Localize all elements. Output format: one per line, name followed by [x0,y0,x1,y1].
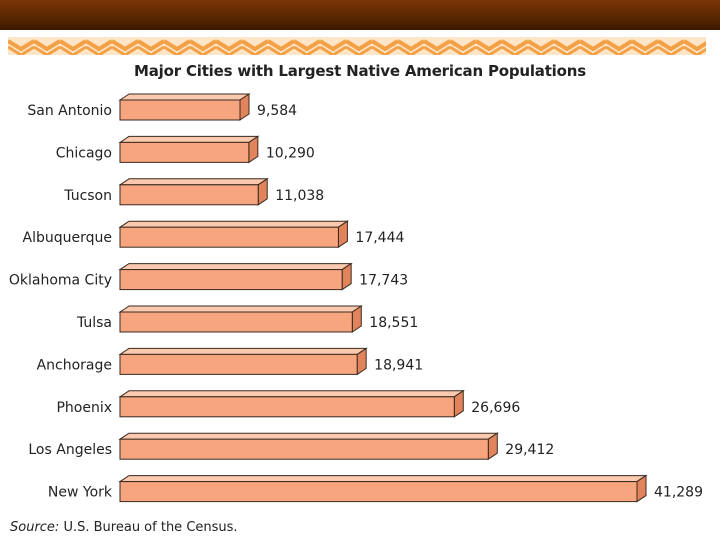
bar [119,141,250,163]
bar-group: Albuquerque 17,444 [23,220,405,249]
bar-group: New York 41,289 [48,474,703,503]
value-label: 29,412 [505,442,554,458]
bar-group: Phoenix 26,696 [56,389,520,418]
value-label: 17,444 [355,230,404,246]
bar-group: Oklahoma City 17,743 [9,262,408,291]
bar-group: San Antonio 9,584 [27,93,297,121]
source-text: U.S. Bureau of the Census. [63,520,238,535]
decorative-zigzag-strip [8,37,706,55]
category-label: Anchorage [37,357,112,373]
category-label: New York [48,485,113,501]
category-label: Chicago [56,145,112,161]
value-label: 11,038 [275,188,324,204]
value-label: 41,289 [654,485,703,501]
bar-top-face [118,390,465,398]
bar [119,396,455,418]
value-label: 17,743 [359,273,408,289]
bar [119,353,358,375]
bar-group: Tucson 11,038 [63,177,324,206]
bar [119,226,339,248]
bar-group: Los Angeles 29,412 [28,432,554,461]
bar-group: Anchorage 18,941 [37,347,423,376]
bar-top-face [118,475,648,483]
source-note: Source: U.S. Bureau of the Census. [10,520,238,535]
bar [119,438,489,460]
bar-top-face [118,347,368,355]
category-label: Tulsa [76,315,112,331]
bar-top-face [118,135,260,143]
bar-top-face [118,93,251,101]
category-label: Tucson [63,188,112,204]
value-label: 10,290 [266,145,315,161]
category-label: Albuquerque [23,230,112,246]
bar-top-face [118,220,350,228]
bar-top-face [118,178,269,186]
bar-top-face [118,263,353,271]
category-label: Phoenix [56,400,112,416]
source-label: Source: [10,520,60,535]
bar-top-face [118,305,363,313]
bar-group: Tulsa 18,551 [76,305,418,333]
category-label: Los Angeles [28,442,112,458]
value-label: 26,696 [471,400,520,416]
value-label: 9,584 [257,103,297,119]
category-label: Oklahoma City [9,273,112,289]
value-label: 18,941 [374,357,423,373]
bar [119,99,241,121]
value-label: 18,551 [369,315,418,331]
bar [119,184,259,206]
chart-title: Major Cities with Largest Native America… [134,62,586,80]
bar [119,269,343,291]
category-label: San Antonio [27,103,112,119]
bar-group: Chicago 10,290 [56,135,315,164]
bar [119,311,353,333]
bar-top-face [118,432,499,440]
top-banner-bar [0,0,720,30]
bar [119,481,638,503]
